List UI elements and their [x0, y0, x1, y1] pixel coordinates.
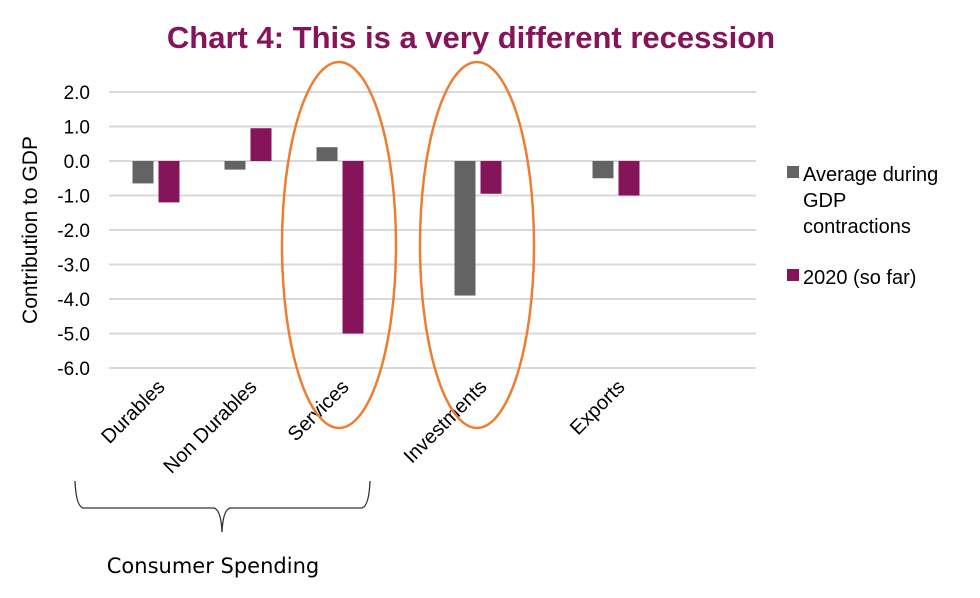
x-label-investments: Investments [400, 376, 492, 468]
bars [132, 128, 640, 334]
legend-label-average: GDP [803, 190, 846, 212]
y-tick-label: -4.0 [57, 290, 90, 311]
bar-durables-average [132, 161, 154, 184]
bar-services-average [316, 147, 338, 161]
bar-exports-average [592, 161, 614, 179]
bar-non-durables-average [224, 161, 246, 170]
y-axis-ticks: 2.0 1.0 0.0 -1.0 -2.0 -3.0 -4.0 -5.0 -6.0 [57, 83, 90, 380]
y-axis-label: Contribution to GDP [19, 136, 42, 324]
bar-exports-2020 [618, 161, 640, 196]
highlight-ellipse-services [280, 60, 398, 430]
y-tick-label: -1.0 [57, 187, 90, 208]
chart-title: Chart 4: This is a very different recess… [167, 20, 775, 55]
highlight-ellipses [280, 60, 536, 430]
x-label-durables: Durables [97, 376, 169, 448]
bar-services-2020 [342, 161, 364, 334]
legend-swatch-average [787, 166, 799, 178]
legend-label-average: contractions [803, 216, 911, 238]
x-label-exports: Exports [566, 376, 630, 440]
y-tick-label: 0.0 [64, 152, 90, 173]
y-tick-label: -3.0 [57, 256, 90, 277]
consumer-spending-brace [74, 480, 371, 533]
y-tick-label: -5.0 [57, 325, 90, 346]
legend: Average during GDP contractions 2020 (so fa… [787, 164, 938, 289]
x-label-services: Services [284, 376, 354, 446]
bar-investments-2020 [480, 161, 502, 194]
group-label-consumer-spending: Consumer Spending [107, 554, 319, 578]
legend-label-average: Average during [803, 164, 938, 186]
y-tick-label: 1.0 [64, 118, 90, 139]
legend-swatch-2020 [787, 269, 799, 281]
bar-non-durables-2020 [250, 128, 272, 161]
bar-investments-average [454, 161, 476, 296]
y-tick-label: -2.0 [57, 221, 90, 242]
gridlines [109, 91, 756, 369]
y-tick-label: -6.0 [57, 359, 90, 380]
y-tick-label: 2.0 [64, 83, 90, 104]
legend-label-2020: 2020 (so far) [803, 267, 916, 289]
bar-durables-2020 [158, 161, 180, 203]
x-label-non-durables: Non Durables [160, 376, 262, 478]
group-bracket: Consumer Spending [74, 480, 371, 578]
highlight-ellipse-investments [418, 60, 536, 430]
